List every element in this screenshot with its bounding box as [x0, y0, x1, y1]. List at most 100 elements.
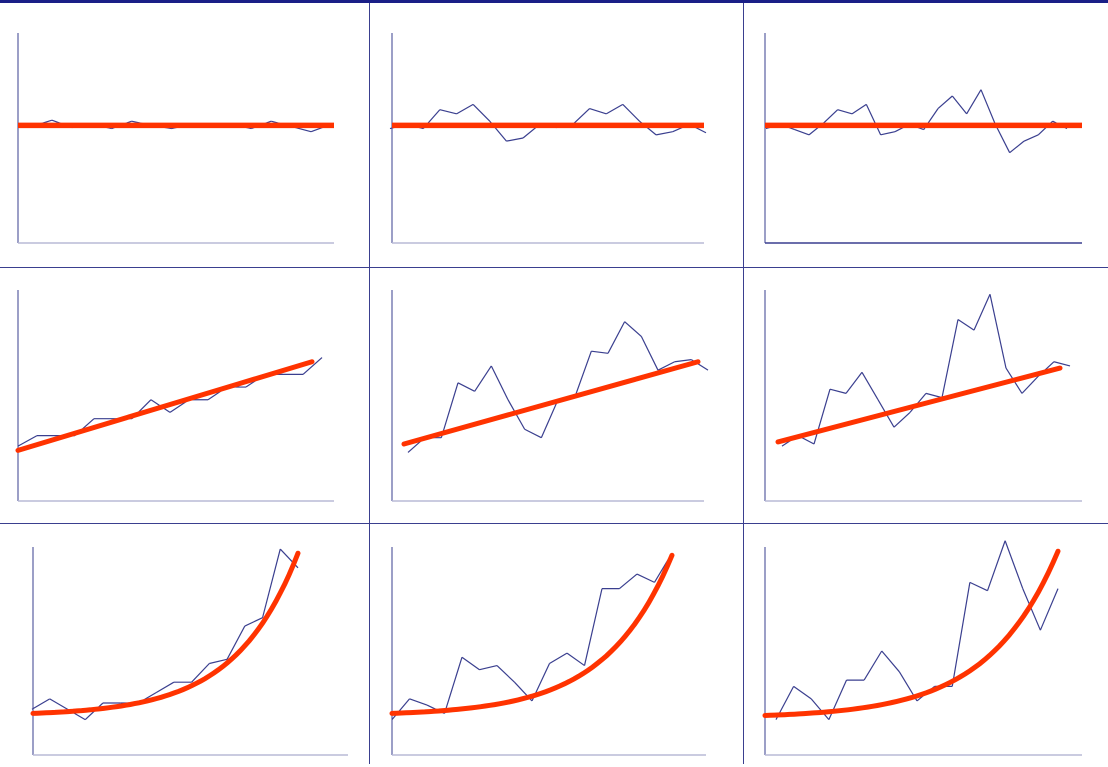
series-segment	[837, 109, 853, 115]
line-chart-svg	[17, 33, 334, 244]
series-segment	[829, 388, 847, 394]
series-segment	[496, 665, 515, 683]
series-segment	[813, 389, 831, 445]
series-segment	[861, 371, 879, 401]
series-segment	[226, 625, 246, 660]
series-segment	[605, 103, 624, 115]
line-chart-svg	[764, 290, 1082, 502]
series-segment	[591, 350, 609, 354]
chart-cell-linear-1	[0, 268, 369, 523]
series-segment	[951, 582, 971, 687]
chart-cell-exponential-1	[0, 524, 369, 767]
line-chart-svg	[762, 540, 1082, 756]
series-segment	[851, 103, 867, 115]
series-segment	[880, 131, 896, 136]
line-chart-svg	[764, 33, 1082, 244]
series-segment	[244, 617, 263, 627]
series-segment	[409, 698, 428, 706]
chart-cell-exponential-3	[744, 524, 1108, 767]
series-segment	[524, 428, 542, 439]
series-segment	[1039, 588, 1059, 631]
fit-line	[775, 365, 1063, 445]
series-segment	[583, 588, 603, 666]
series-segment	[49, 698, 68, 710]
series-segment	[540, 399, 559, 438]
line-chart-svg	[30, 547, 348, 756]
series-segment	[951, 95, 968, 115]
series-segment	[209, 658, 228, 665]
series-segment	[1009, 140, 1025, 154]
series-segment	[957, 319, 975, 331]
series-segment	[155, 681, 175, 694]
fit-curve	[389, 552, 675, 716]
chart-cell-constant-3	[744, 3, 1108, 267]
series-segment	[443, 657, 463, 714]
series-segment	[810, 698, 830, 721]
series-segment	[865, 104, 882, 136]
series-segment	[624, 321, 642, 337]
series-segment	[506, 137, 524, 142]
grid-divider-vertical	[743, 3, 744, 764]
series-segment	[589, 108, 607, 115]
series-segment	[794, 129, 810, 136]
series-segment	[391, 698, 410, 721]
series-segment	[674, 359, 692, 363]
series-segment	[973, 293, 991, 331]
series-segment	[31, 698, 51, 710]
series-segment	[1023, 134, 1039, 142]
chart-cell-linear-2	[370, 268, 743, 523]
series-segment	[622, 103, 640, 122]
series-segment	[863, 650, 883, 681]
series-segment	[893, 411, 911, 428]
chart-cell-exponential-2	[370, 524, 743, 767]
series-segment	[986, 540, 1006, 591]
series-segment	[636, 573, 655, 583]
series-segment	[793, 685, 812, 700]
fit-curve	[30, 550, 301, 716]
chart-cell-constant-1	[0, 3, 369, 267]
series-segment	[472, 103, 491, 122]
series-segment	[17, 435, 38, 447]
series-segment	[881, 650, 900, 673]
series-segment	[937, 95, 953, 110]
series-segment	[607, 321, 626, 354]
series-segment	[474, 365, 492, 392]
chart-cell-linear-3	[744, 268, 1108, 523]
series-segment	[655, 131, 673, 136]
chart-cell-constant-2	[370, 3, 743, 267]
series-segment	[566, 652, 585, 667]
series-segment	[640, 336, 659, 371]
series-segment	[822, 109, 839, 124]
series-segment	[549, 652, 568, 664]
fit-line	[401, 359, 701, 447]
series-segment	[966, 89, 982, 115]
series-segment	[969, 581, 988, 592]
series-segment	[261, 548, 281, 618]
line-chart-svg	[389, 547, 706, 756]
series-segment	[191, 663, 210, 683]
series-segment	[456, 103, 474, 115]
line-chart-svg	[15, 290, 334, 502]
fit-line	[15, 359, 315, 453]
series-segment	[1021, 376, 1039, 394]
grid-divider-horizontal	[0, 267, 1108, 268]
line-chart-svg	[389, 33, 707, 244]
series-segment	[439, 109, 457, 115]
series-segment	[657, 361, 675, 371]
series-segment	[925, 392, 943, 399]
series-segment	[440, 382, 459, 438]
series-segment	[941, 319, 959, 398]
series-segment	[1053, 361, 1071, 367]
series-segment	[572, 108, 590, 125]
series-segment	[994, 124, 1011, 153]
fit-curve	[762, 548, 1061, 718]
series-segment	[457, 382, 475, 392]
series-segment	[1004, 540, 1024, 589]
series-segment	[490, 365, 509, 400]
series-segment	[989, 294, 1007, 369]
series-segment	[479, 664, 498, 671]
series-segment	[980, 89, 996, 125]
series-segment	[461, 656, 480, 671]
grid-divider-vertical	[369, 3, 370, 764]
